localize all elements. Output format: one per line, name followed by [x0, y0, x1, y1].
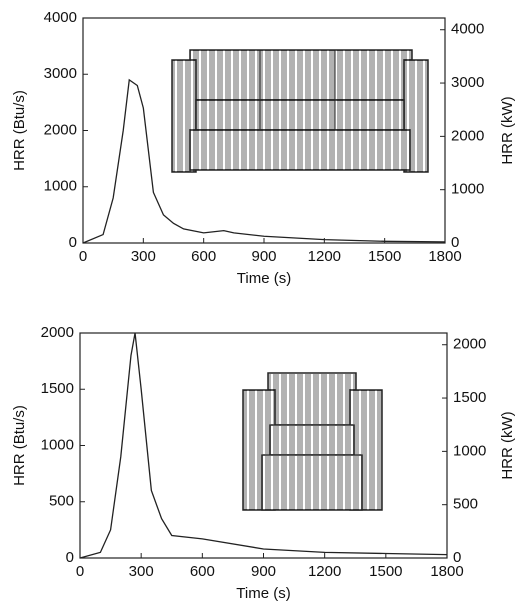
x-tick-label: 900: [251, 248, 276, 265]
x-tick-label: 0: [76, 563, 84, 580]
x-tick-label: 1200: [308, 563, 341, 580]
y-axis-label: HRR (Btu/s): [11, 90, 28, 171]
chair-drawing: [242, 372, 383, 511]
sofa-drawing: [171, 49, 429, 173]
y-tick-label: 1000: [41, 436, 74, 453]
y2-tick-label: 4000: [451, 21, 484, 38]
y-tick-label: 1500: [41, 380, 74, 397]
y2-tick-label: 500: [453, 496, 478, 513]
y-tick-label: 0: [69, 234, 77, 251]
y2-tick-label: 0: [453, 549, 461, 566]
x-tick-label: 600: [191, 248, 216, 265]
y2-axis-label: HRR (kW): [499, 411, 516, 479]
y2-tick-label: 0: [451, 234, 459, 251]
y-tick-label: 2000: [41, 324, 74, 341]
y-tick-label: 3000: [44, 65, 77, 82]
y-tick-label: 2000: [44, 121, 77, 138]
y-tick-label: 500: [49, 493, 74, 510]
y2-tick-label: 1000: [451, 181, 484, 198]
x-tick-label: 1800: [428, 248, 461, 265]
y-tick-label: 0: [66, 549, 74, 566]
x-tick-label: 900: [251, 563, 276, 580]
y2-tick-label: 2000: [451, 127, 484, 144]
x-tick-label: 1500: [369, 563, 402, 580]
x-axis-label: Time (s): [237, 270, 291, 287]
x-tick-label: 300: [131, 248, 156, 265]
y-axis-label: HRR (Btu/s): [11, 405, 28, 486]
x-tick-label: 600: [190, 563, 215, 580]
x-tick-label: 1500: [368, 248, 401, 265]
x-tick-label: 1800: [430, 563, 463, 580]
y2-axis-label: HRR (kW): [499, 96, 516, 164]
y2-tick-label: 1500: [453, 389, 486, 406]
y-tick-label: 4000: [44, 9, 77, 26]
y2-tick-label: 2000: [453, 336, 486, 353]
x-tick-label: 0: [79, 248, 87, 265]
x-tick-label: 300: [129, 563, 154, 580]
hrr-curve: [79, 332, 448, 559]
x-axis-label: Time (s): [236, 585, 290, 602]
y2-tick-label: 1000: [453, 442, 486, 459]
y-tick-label: 1000: [44, 178, 77, 195]
x-tick-label: 1200: [308, 248, 341, 265]
y2-tick-label: 3000: [451, 74, 484, 91]
hrr-curve: [82, 78, 446, 244]
